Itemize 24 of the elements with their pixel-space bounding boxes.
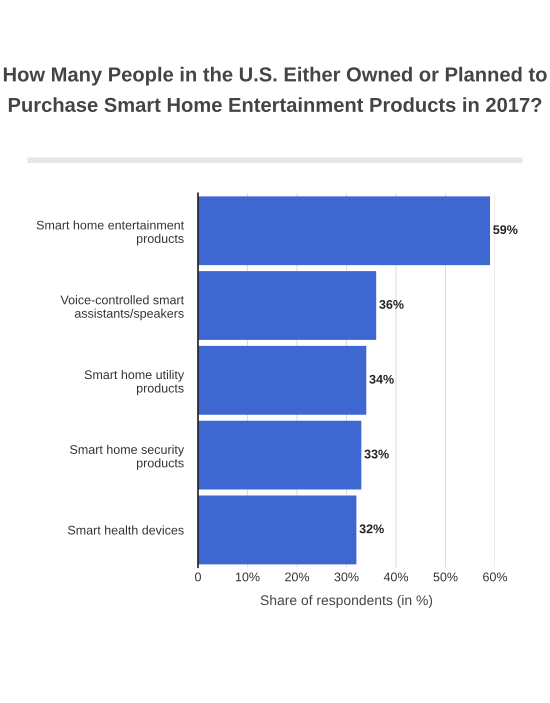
x-tick-label: 50% <box>433 572 458 582</box>
x-tick-label: 10% <box>236 572 260 582</box>
data-label: 32% <box>359 524 384 534</box>
x-tick-label: 20% <box>285 572 310 582</box>
x-axis-title: Share of respondents (in %) <box>260 594 432 608</box>
y-tick-label: Smart home utility products <box>84 370 184 396</box>
y-tick-label: Smart home security products <box>70 444 184 470</box>
data-label: 33% <box>364 450 389 458</box>
chart-title: How Many People in the U.S. Either Owned or Planned to Purchase Smart Home Entertainment Products in 2017? <box>4 66 547 112</box>
bar <box>198 346 366 415</box>
bar <box>198 271 376 340</box>
data-label: 59% <box>493 225 518 234</box>
y-tick-label: Smart health devices <box>68 525 184 535</box>
data-label: 36% <box>379 300 404 309</box>
x-tick-label: 40% <box>384 572 408 582</box>
data-label: 34% <box>369 374 394 384</box>
x-tick-label: 60% <box>483 572 508 582</box>
x-tick-label: 0 <box>195 572 201 582</box>
y-tick-label: Smart home entertainment products <box>36 220 184 246</box>
bar <box>198 496 356 564</box>
bar <box>198 420 362 490</box>
y-tick-label: Voice-controlled smart assistants/speakers <box>60 295 184 320</box>
bar <box>198 196 490 266</box>
x-tick-label: 30% <box>334 572 359 582</box>
